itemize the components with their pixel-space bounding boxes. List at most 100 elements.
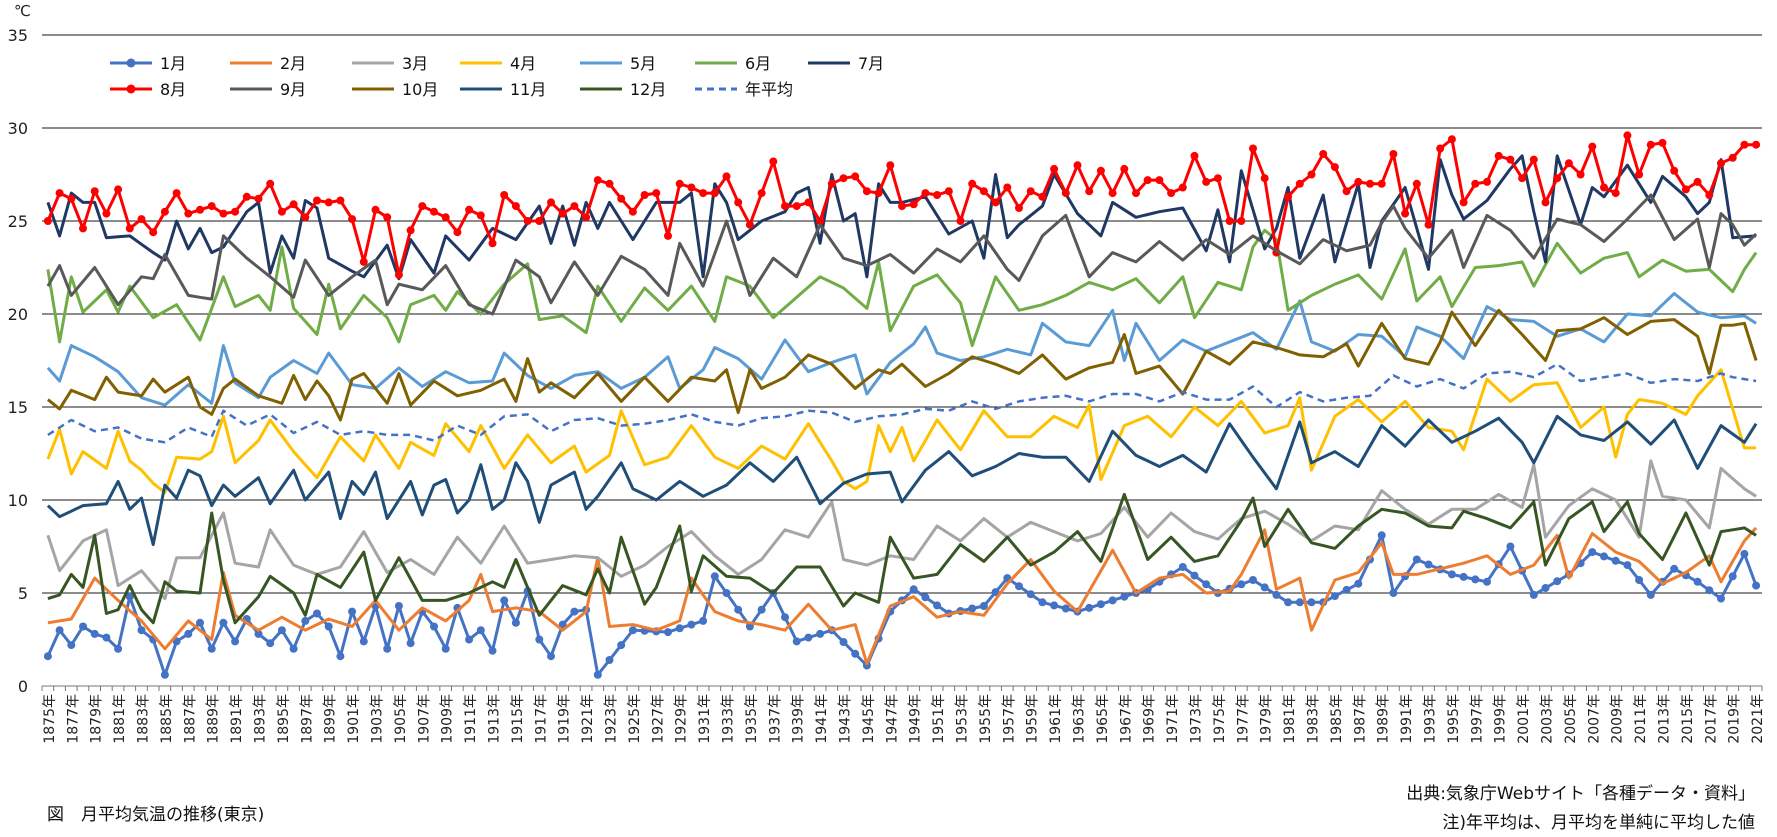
data-point (1541, 198, 1550, 207)
data-point (1693, 577, 1702, 586)
series-line (46, 308, 1758, 422)
data-point (1108, 596, 1117, 605)
data-point (1015, 204, 1023, 212)
x-tick-label: 1937年 (767, 694, 783, 744)
data-point (1529, 590, 1538, 599)
legend-label: 5月 (630, 54, 656, 73)
data-point (196, 205, 204, 214)
legend-label: 3月 (402, 54, 428, 73)
data-point (921, 189, 930, 198)
legend-label: 4月 (510, 54, 536, 73)
data-point (114, 644, 123, 653)
x-tick-label: 1947年 (884, 694, 900, 744)
y-tick-label: 15 (8, 398, 28, 417)
data-point (1155, 176, 1164, 185)
series-line (46, 459, 1757, 601)
data-point (1225, 217, 1234, 225)
data-point (102, 209, 111, 218)
data-point (570, 202, 579, 211)
x-tick-label: 1987年 (1352, 694, 1368, 744)
data-point (1178, 563, 1187, 571)
x-tick-label: 1941年 (814, 694, 830, 744)
data-point (851, 172, 860, 181)
legend-label: 12月 (630, 80, 666, 99)
data-point (1143, 176, 1152, 185)
data-point (827, 179, 836, 188)
x-tick-label: 1913年 (486, 694, 502, 744)
data-point (43, 217, 52, 225)
data-point (1705, 586, 1714, 595)
data-point (254, 194, 263, 203)
data-point (1038, 598, 1047, 607)
data-point (1752, 581, 1761, 590)
data-point (231, 637, 240, 646)
series-layer (43, 131, 1761, 679)
legend-item: 2月 (230, 54, 306, 73)
data-point (348, 215, 357, 224)
data-point (1307, 598, 1316, 607)
legend-item: 5月 (580, 54, 656, 73)
series-4 (46, 368, 1757, 495)
data-point (816, 217, 825, 225)
data-point (1717, 594, 1725, 603)
data-point (1752, 140, 1761, 149)
data-point (1401, 209, 1410, 218)
y-tick-label: 30 (8, 119, 28, 138)
data-point (231, 207, 240, 216)
series-line (47, 526, 1758, 666)
data-point (430, 207, 438, 216)
data-point (289, 200, 298, 209)
x-tick-label: 1877年 (65, 694, 81, 744)
data-point (1740, 140, 1749, 149)
x-tick-label: 1907年 (416, 694, 432, 744)
x-tick-label: 1975年 (1212, 694, 1228, 744)
x-tick-label: 1971年 (1165, 694, 1181, 744)
data-point (617, 641, 626, 650)
x-tick-label: 1999年 (1493, 694, 1509, 744)
data-point (1471, 179, 1480, 188)
legend-label: 10月 (402, 80, 438, 99)
data-point (909, 585, 918, 594)
data-point (511, 202, 520, 211)
x-tick-label: 1979年 (1259, 694, 1275, 744)
x-tick-label: 1951年 (931, 694, 947, 744)
data-point (1026, 590, 1035, 599)
data-point (1705, 191, 1714, 199)
x-tick-label: 1879年 (89, 694, 105, 744)
data-point (593, 176, 602, 185)
x-tick-label: 1889年 (206, 694, 222, 744)
data-point (1038, 192, 1047, 201)
data-point (1085, 187, 1094, 196)
data-point (1085, 603, 1094, 612)
data-point (348, 607, 357, 616)
x-tick-label: 1961年 (1048, 694, 1064, 744)
legend-item: 11月 (460, 80, 546, 99)
data-point (1564, 159, 1573, 168)
data-point (1272, 590, 1281, 599)
x-tick-label: 2005年 (1563, 694, 1579, 744)
data-point (1061, 189, 1070, 198)
data-point (640, 191, 649, 199)
data-point (184, 629, 193, 638)
x-tick-label: 2013年 (1657, 694, 1673, 744)
data-point (769, 157, 778, 166)
data-point (851, 649, 860, 658)
data-point (1646, 590, 1655, 599)
data-point (313, 196, 321, 205)
data-point (1249, 576, 1257, 584)
data-point (254, 629, 263, 638)
data-point (1342, 187, 1351, 196)
data-point (1389, 150, 1398, 158)
data-point (1740, 549, 1749, 558)
data-point (359, 637, 368, 646)
x-tick-label: 1903年 (369, 694, 385, 744)
data-point (699, 189, 708, 198)
legend-item: 4月 (460, 54, 536, 73)
data-point (675, 179, 684, 188)
data-point (1061, 604, 1070, 613)
data-point (547, 198, 555, 207)
x-tick-label: 1921年 (580, 694, 596, 744)
data-point (1471, 575, 1480, 584)
data-point (277, 626, 286, 635)
x-tick-label: 2009年 (1610, 694, 1626, 744)
